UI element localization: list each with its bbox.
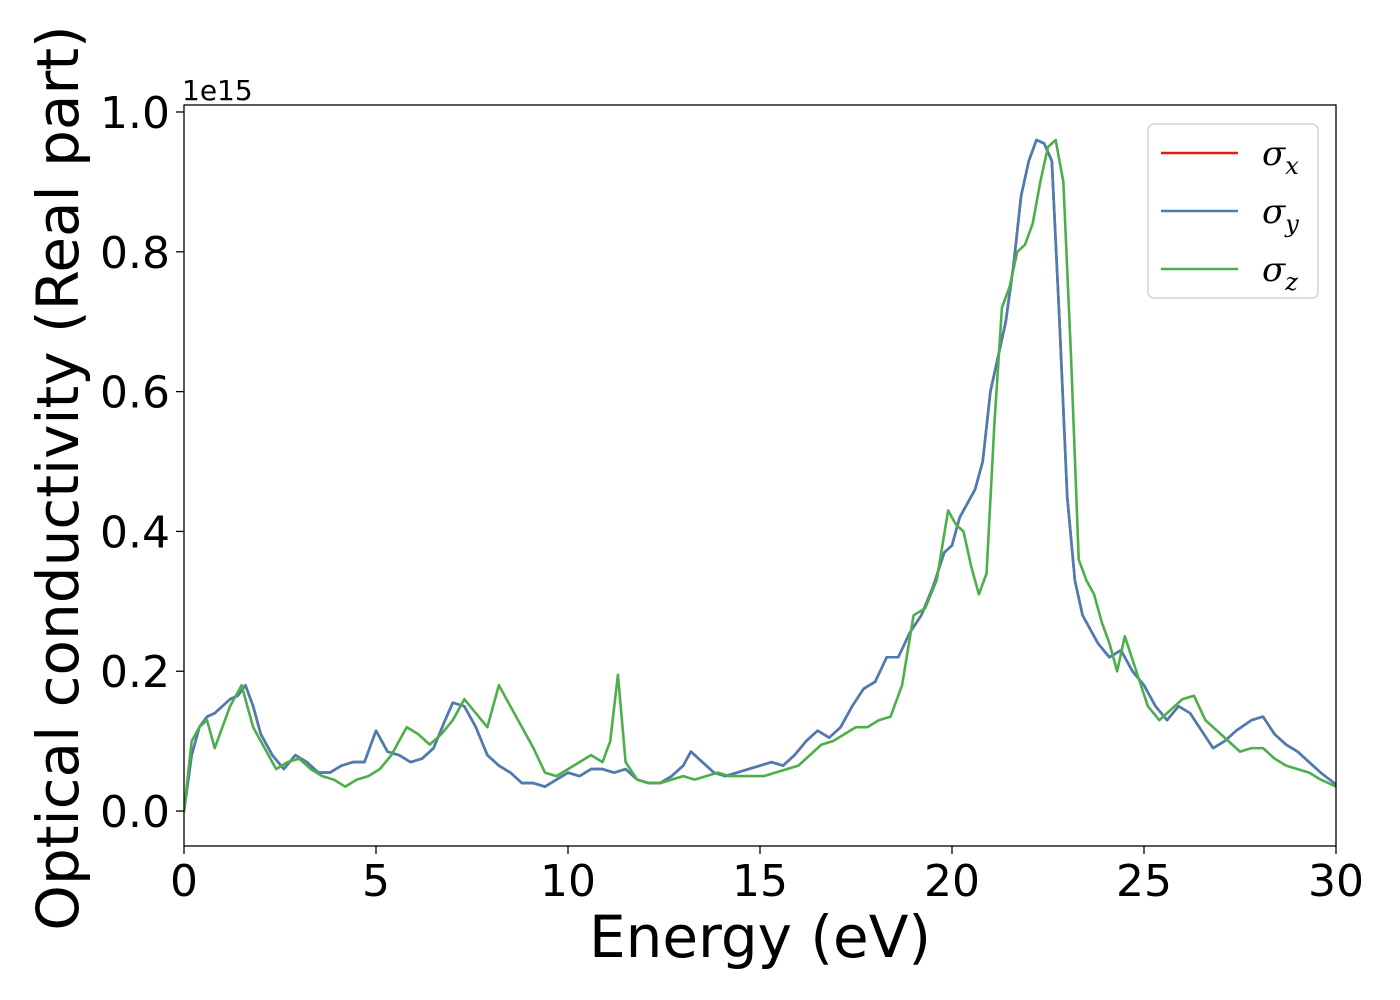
- y-axis-label: Optical conductivity (Real part): [24, 25, 92, 930]
- plot-lines: [184, 138, 1336, 813]
- x-tick-label: 25: [1116, 856, 1172, 907]
- x-tick-label: 0: [170, 856, 198, 907]
- y-tick-label: 0.4: [100, 507, 170, 558]
- x-tick-label: 10: [540, 856, 596, 907]
- y-tick-label: 0.0: [100, 787, 170, 838]
- x-axis-ticks: 0 5 10 15 20 25 30: [170, 846, 1364, 907]
- legend-label-base: σ: [1262, 250, 1286, 290]
- y-offset-label: 1e15: [182, 74, 253, 107]
- x-tick-label: 5: [362, 856, 390, 907]
- series-line-σz: [184, 138, 1336, 813]
- y-tick-label: 0.2: [100, 647, 170, 698]
- y-tick-label: 1.0: [100, 88, 170, 139]
- legend-label: σz: [1262, 250, 1298, 296]
- legend-label-subscript: x: [1285, 152, 1299, 180]
- legend-label-base: σ: [1262, 134, 1286, 174]
- y-tick-label: 0.8: [100, 228, 170, 279]
- series-line-σy: [184, 138, 1336, 813]
- x-axis-label: Energy (eV): [589, 903, 931, 971]
- x-tick-label: 15: [732, 856, 788, 907]
- x-tick-label: 20: [924, 856, 980, 907]
- legend-label: σy: [1262, 192, 1299, 238]
- legend-label: σx: [1262, 134, 1299, 180]
- x-tick-label: 30: [1308, 856, 1364, 907]
- y-tick-label: 0.6: [100, 368, 170, 419]
- y-axis-ticks: 0.0 0.2 0.4 0.6 0.8 1.0: [100, 88, 184, 838]
- legend-label-base: σ: [1262, 192, 1286, 232]
- legend-label-subscript: y: [1284, 210, 1299, 238]
- legend-label-subscript: z: [1284, 268, 1298, 296]
